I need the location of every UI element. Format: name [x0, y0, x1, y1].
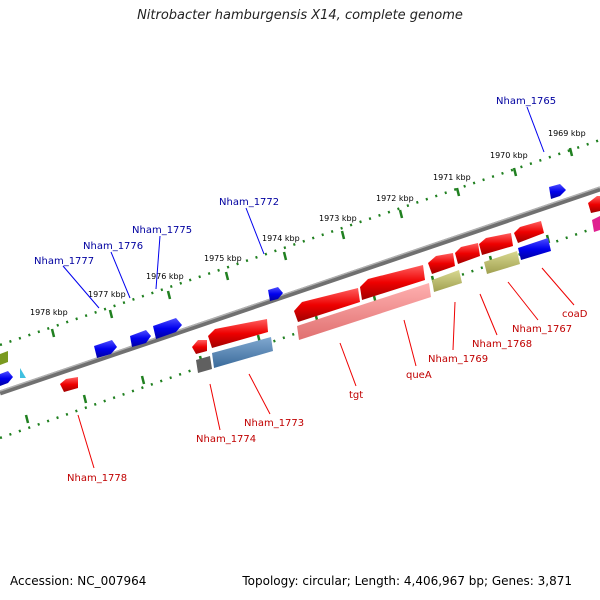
gene-arrow-edge-olive[interactable]: [0, 351, 8, 365]
gene-label-nham1767[interactable]: Nham_1767: [512, 324, 572, 335]
gene-label-nham1772[interactable]: Nham_1772: [219, 197, 279, 208]
gene-arrow-edge-cyan[interactable]: [20, 368, 26, 378]
gene-label-nham1778[interactable]: Nham_1778: [67, 473, 127, 484]
forward-genes: [0, 184, 566, 386]
kbp-label-1971: 1971 kbp: [433, 173, 471, 182]
gene-label-coaD[interactable]: coaD: [562, 309, 588, 320]
gene-label-nham1774[interactable]: Nham_1774: [196, 434, 256, 445]
gene-arrow-nham1767[interactable]: [514, 221, 544, 243]
kbp-label-1978: 1978 kbp: [30, 308, 68, 317]
accession-text: Accession: NC_007964: [10, 574, 147, 588]
kbp-label-1974: 1974 kbp: [262, 234, 300, 243]
gene-arrow-nham1776[interactable]: [130, 330, 151, 347]
gene-label-nham1777[interactable]: Nham_1777: [34, 256, 94, 267]
gene-label-queA[interactable]: queA: [406, 370, 432, 381]
gene-label-nham1775[interactable]: Nham_1775: [132, 225, 192, 236]
gene-arrow-tgt-red[interactable]: [294, 288, 360, 322]
gene-arrow-nham1774[interactable]: [196, 356, 212, 373]
kbp-label-1975: 1975 kbp: [204, 254, 242, 263]
gene-arrow-nham1768-red[interactable]: [455, 243, 480, 264]
map-title: Nitrobacter hamburgensis X14, complete g…: [137, 8, 463, 23]
gene-label-nham1776[interactable]: Nham_1776: [83, 241, 143, 252]
kbp-label-1976: 1976 kbp: [146, 272, 184, 281]
kbp-major-ticks: [50, 147, 574, 338]
genome-backbone: [0, 186, 600, 396]
gene-arrow-nham1777[interactable]: [94, 340, 117, 358]
top-leader-lines: [62, 106, 545, 309]
gene-arrow-nham1772[interactable]: [268, 287, 283, 301]
gene-arrow-nham1769[interactable]: [432, 270, 462, 292]
gene-arrow-edge-right[interactable]: [588, 196, 600, 213]
reverse-genes: [60, 196, 600, 392]
gene-arrow-edge-magenta[interactable]: [592, 216, 600, 232]
gene-arrow-coaD[interactable]: [518, 238, 551, 260]
gene-label-nham1768[interactable]: Nham_1768: [472, 339, 532, 350]
kbp-label-1972: 1972 kbp: [376, 194, 414, 203]
gene-arrow-tgt[interactable]: [297, 283, 431, 340]
kbp-label-1977: 1977 kbp: [88, 290, 126, 299]
kbp-label-1970: 1970 kbp: [490, 151, 528, 160]
gene-arrow-nham1773-red[interactable]: [208, 319, 268, 348]
gene-arrow-nham1773[interactable]: [212, 337, 273, 368]
gene-arrow-nham1768[interactable]: [479, 233, 513, 255]
gene-arrow-queA[interactable]: [360, 265, 425, 300]
genome-summary-text: Topology: circular; Length: 4,406,967 bp…: [242, 574, 572, 588]
gene-arrow-nham1767-khaki[interactable]: [484, 251, 520, 274]
gene-arrow-nham1769-red[interactable]: [428, 253, 455, 274]
gene-label-nham1769[interactable]: Nham_1769: [428, 354, 488, 365]
gene-arrow-edge-left[interactable]: [0, 371, 13, 386]
kbp-label-1969: 1969 kbp: [548, 129, 586, 138]
gene-arrow-nham1775[interactable]: [153, 318, 182, 339]
gene-arrow-nham1765[interactable]: [549, 184, 566, 199]
gene-arrow-nham1778[interactable]: [60, 377, 78, 392]
gene-label-nham1773[interactable]: Nham_1773: [244, 418, 304, 429]
inner-major-ticks: [24, 234, 551, 424]
bottom-leader-lines: [77, 267, 575, 469]
gene-label-tgt[interactable]: tgt: [349, 390, 363, 401]
gene-label-nham1765[interactable]: Nham_1765: [496, 96, 556, 107]
gene-arrow-nham1774-red[interactable]: [192, 340, 207, 354]
kbp-label-1973: 1973 kbp: [319, 214, 357, 223]
